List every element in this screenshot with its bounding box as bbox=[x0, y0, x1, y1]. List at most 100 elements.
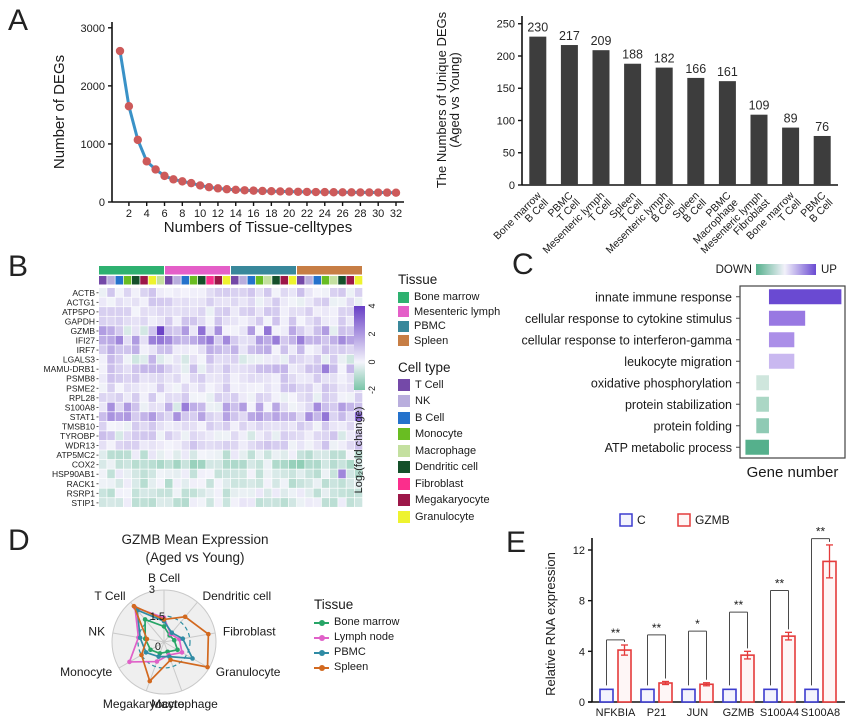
heatmap-cell bbox=[346, 402, 355, 412]
heatmap-cell bbox=[239, 288, 247, 297]
heatmap-cell bbox=[272, 345, 280, 355]
heatmap-cell bbox=[189, 364, 198, 374]
celltype-name: Megakaryocyte bbox=[415, 494, 490, 506]
heatmap-cell bbox=[156, 364, 165, 374]
heatmap-cell bbox=[107, 459, 115, 469]
y-tick-label: 8 bbox=[579, 596, 585, 608]
heatmap-cell bbox=[239, 469, 247, 479]
heatmap-cell bbox=[222, 345, 231, 355]
heatmap-cell bbox=[330, 326, 338, 336]
heatmap-cell bbox=[173, 364, 181, 374]
heatmap-cell bbox=[198, 488, 206, 498]
y-tick-label: 250 bbox=[497, 19, 515, 31]
heatmap-cell bbox=[321, 421, 330, 431]
heatmap-cell bbox=[140, 307, 148, 316]
significance-label: ** bbox=[611, 626, 621, 640]
x-category-label: S100A4 bbox=[760, 707, 799, 719]
heatmap-cell bbox=[206, 469, 214, 479]
heatmap-cell bbox=[123, 421, 132, 431]
heatmap-cell bbox=[321, 469, 330, 479]
heatmap-cell bbox=[206, 354, 214, 364]
heatmap-cell bbox=[99, 488, 107, 498]
heatmap-cell bbox=[148, 307, 157, 316]
panel-label-e: E bbox=[506, 526, 527, 559]
heatmap-cell bbox=[255, 440, 264, 450]
heatmap-cell bbox=[148, 326, 157, 336]
significance-label: ** bbox=[816, 525, 826, 539]
heatmap-cell bbox=[264, 364, 272, 374]
heatmap-cell bbox=[123, 307, 132, 316]
bar-value-label: 166 bbox=[685, 62, 706, 76]
heatmap-cell bbox=[338, 412, 346, 421]
heatmap-cell bbox=[330, 373, 338, 383]
heatmap-cell bbox=[264, 431, 272, 441]
celltype-annotation-cell bbox=[305, 276, 313, 285]
radar-point bbox=[205, 664, 210, 670]
heatmap-cell bbox=[321, 479, 330, 488]
heatmap-cell bbox=[189, 373, 198, 383]
heatmap-cell bbox=[99, 431, 107, 441]
heatmap-cell bbox=[297, 459, 305, 469]
heatmap-cell bbox=[272, 498, 280, 507]
heatmap-cell bbox=[297, 354, 305, 364]
heatmap-cell bbox=[231, 469, 239, 479]
heatmap-cell bbox=[321, 307, 330, 316]
heatmap-cell bbox=[288, 498, 297, 507]
celltype-legend-items: T Cell NK B Cell Monocyte Macrophage Dendriti… bbox=[398, 378, 528, 523]
heatmap-cell bbox=[313, 488, 322, 498]
bar-value-label: 161 bbox=[717, 65, 738, 79]
heatmap-cell bbox=[264, 412, 272, 421]
tspan-shape: The Numbers of Unique DEGs bbox=[434, 11, 449, 188]
heatmap-cell bbox=[264, 498, 272, 507]
heatmap-cell bbox=[288, 297, 297, 307]
heatmap-legend: Tissue Bone marrow Mesenteric lymph PBMC Sp… bbox=[398, 272, 528, 527]
heatmap-cell bbox=[272, 431, 280, 441]
celltype-swatch bbox=[398, 411, 410, 424]
heatmap-cell bbox=[222, 412, 231, 421]
celltype-annotation-cell bbox=[198, 276, 206, 285]
heatmap-cell bbox=[99, 479, 107, 488]
heatmap-cell bbox=[173, 288, 181, 297]
heatmap-cell bbox=[140, 431, 148, 441]
heatmap-cell bbox=[148, 479, 157, 488]
heatmap-cell bbox=[313, 297, 322, 307]
bar-control bbox=[722, 688, 737, 703]
heatmap-cell bbox=[264, 479, 272, 488]
heatmap-cell bbox=[272, 421, 280, 431]
heatmap-cell bbox=[280, 450, 289, 460]
heatmap-cell bbox=[346, 383, 355, 393]
heatmap-cell bbox=[214, 354, 223, 364]
heatmap-cell bbox=[115, 316, 124, 326]
heatmap-cell bbox=[338, 335, 346, 345]
deg-point bbox=[284, 187, 294, 196]
heatmap-cell bbox=[255, 307, 264, 316]
heatmap-cell bbox=[330, 335, 338, 345]
heatmap-cell bbox=[156, 288, 165, 297]
heatmap-cell bbox=[198, 393, 206, 402]
heatmap-cell bbox=[173, 459, 181, 469]
heatmap-cell bbox=[305, 383, 313, 393]
radar-point bbox=[175, 647, 180, 653]
heatmap-cell bbox=[264, 402, 272, 412]
series-marker bbox=[314, 633, 329, 642]
x-tick-label: 10 bbox=[194, 208, 206, 220]
heatmap-cell bbox=[247, 335, 256, 345]
heatmap-cell bbox=[338, 326, 346, 336]
celltype-annotation-cell bbox=[115, 276, 124, 285]
radar-point bbox=[144, 636, 150, 642]
heatmap-cell bbox=[189, 488, 198, 498]
heatmap-cell bbox=[313, 393, 322, 402]
radial-tick-0: 0 bbox=[155, 641, 161, 653]
deg-point bbox=[169, 175, 178, 184]
heatmap-cell bbox=[115, 288, 124, 297]
heatmap-cell bbox=[255, 402, 264, 412]
heatmap-cell bbox=[330, 316, 338, 326]
heatmap-cell bbox=[107, 421, 115, 431]
celltype-annotation-cell bbox=[132, 276, 140, 285]
go-gradient-legend bbox=[756, 264, 816, 275]
y-tick-label: 12 bbox=[573, 545, 585, 557]
heatmap-cell bbox=[338, 431, 346, 441]
radar-point bbox=[131, 603, 137, 609]
celltype-annotation-cell bbox=[148, 276, 157, 285]
celltype-legend-item: B Cell bbox=[398, 411, 528, 424]
